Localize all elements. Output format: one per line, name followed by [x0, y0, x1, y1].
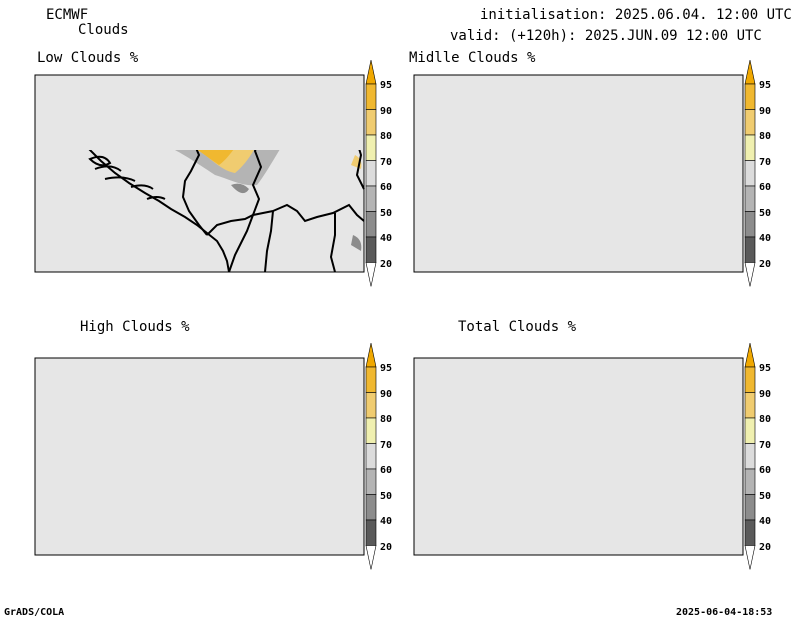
colorbar-tick-label: 95	[380, 363, 393, 374]
colorbar-tick-label: 40	[380, 516, 393, 527]
product-label: Clouds	[78, 22, 129, 38]
colorbar-tick-label: 70	[380, 439, 393, 451]
colorbar-segment	[744, 519, 756, 546]
colorbar-segment	[365, 185, 377, 212]
colorbars	[365, 59, 756, 570]
initialisation-label: initialisation: 2025.06.04. 12:00 UTC	[480, 7, 792, 23]
colorbar-top-arrow	[744, 342, 756, 368]
colorbar-tick-label: 50	[380, 490, 393, 502]
colorbar-segment	[365, 109, 377, 136]
colorbar-segment	[365, 134, 377, 161]
colorbar-segment	[365, 366, 377, 393]
colorbar-tick-label: 60	[759, 465, 772, 476]
colorbar-segment	[365, 468, 377, 495]
colorbar-segment	[365, 519, 377, 546]
colorbar-tick-label: 60	[380, 182, 393, 193]
colorbar-tick-label: 90	[759, 105, 772, 117]
panel-low-clouds	[34, 74, 365, 273]
colorbar-tick-label: 50	[759, 207, 772, 219]
colorbar-tick-label: 90	[380, 388, 393, 400]
valid-label: valid: (+120h): 2025.JUN.09 12:00 UTC	[450, 28, 762, 44]
colorbar-tick-label: 60	[759, 182, 772, 193]
colorbar-segment	[365, 83, 377, 110]
panel-title-low: Low Clouds %	[37, 50, 139, 66]
colorbar-segment	[744, 160, 756, 187]
colorbar-bottom-arrow	[365, 545, 377, 570]
footer-right: 2025-06-04-18:53	[676, 607, 773, 618]
colorbar-segment	[365, 160, 377, 187]
colorbar-segment	[365, 494, 377, 521]
colorbar-segment	[744, 109, 756, 136]
colorbar-segment	[744, 83, 756, 110]
colorbar-tick-label: 70	[759, 156, 772, 168]
colorbar-segment	[365, 392, 377, 419]
colorbar-segment	[744, 494, 756, 521]
panel-title-middle: Midlle Clouds %	[409, 50, 536, 66]
colorbar-tick-label: 95	[759, 363, 772, 374]
colorbar-tick-label: 80	[759, 131, 772, 142]
colorbar-segment	[365, 443, 377, 470]
colorbar-segment	[744, 236, 756, 263]
colorbar-segment	[365, 236, 377, 263]
colorbar-segment	[744, 417, 756, 444]
panel-title-high: High Clouds %	[80, 319, 190, 335]
colorbar-segment	[365, 417, 377, 444]
model-label: ECMWF	[46, 7, 89, 23]
colorbar-tick-label: 50	[380, 207, 393, 219]
colorbar-tick-label: 40	[759, 233, 772, 244]
colorbar-tick-label: 20	[380, 541, 393, 553]
colorbar-tick-label: 40	[759, 516, 772, 527]
colorbar-tick-label: 80	[380, 131, 393, 142]
colorbar-tick-label: 60	[380, 465, 393, 476]
panel-title-total: Total Clouds %	[458, 319, 577, 335]
colorbar-tick-label: 95	[380, 80, 393, 91]
colorbar-top-arrow	[365, 342, 377, 368]
colorbar-tick-label: 95	[759, 80, 772, 91]
footer-left: GrADS/COLA	[4, 607, 65, 618]
colorbar-tick-label: 20	[759, 258, 772, 270]
colorbar-tick-label: 70	[380, 156, 393, 168]
colorbar-segment	[744, 211, 756, 238]
colorbar-tick-label: 40	[380, 233, 393, 244]
colorbar-segment	[744, 468, 756, 495]
colorbar-tick-label: 80	[380, 414, 393, 425]
colorbar-segment	[365, 211, 377, 238]
colorbar-top-arrow	[365, 59, 377, 85]
colorbar-bottom-arrow	[744, 262, 756, 287]
colorbar-segment	[744, 392, 756, 419]
colorbar-top-arrow	[744, 59, 756, 85]
colorbar-tick-label: 50	[759, 490, 772, 502]
panel-high-clouds	[34, 357, 365, 556]
colorbar-tick-label: 20	[759, 541, 772, 553]
colorbar-tick-label: 80	[759, 414, 772, 425]
panel-total-clouds	[413, 357, 744, 556]
colorbar-tick-label: 70	[759, 439, 772, 451]
colorbar-tick-label: 90	[380, 105, 393, 117]
colorbar-bottom-arrow	[744, 545, 756, 570]
colorbar-segment	[744, 366, 756, 393]
colorbar-segment	[744, 443, 756, 470]
colorbar-tick-label: 20	[380, 258, 393, 270]
panel-middle-clouds	[413, 74, 744, 273]
colorbar-segment	[744, 134, 756, 161]
colorbar-bottom-arrow	[365, 262, 377, 287]
colorbar-tick-label: 90	[759, 388, 772, 400]
colorbar-segment	[744, 185, 756, 212]
